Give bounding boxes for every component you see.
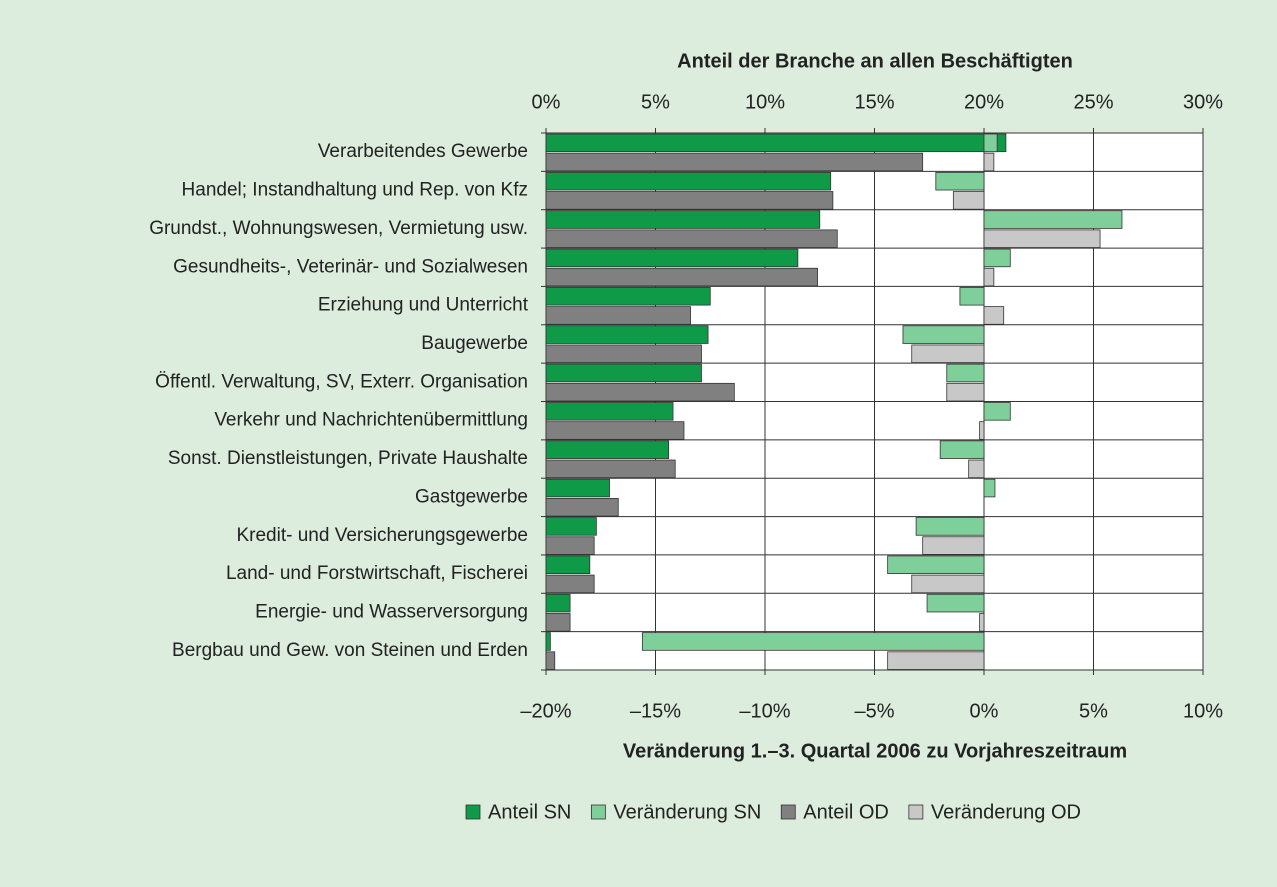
- bar: [922, 536, 985, 555]
- bar: [545, 536, 595, 555]
- bar: [545, 632, 551, 651]
- bar: [952, 191, 985, 210]
- bar: [545, 210, 821, 229]
- y-tick-label: Grundst., Wohnungswesen, Vermietung usw.: [149, 218, 528, 239]
- bar: [545, 248, 799, 268]
- bar: [545, 421, 685, 440]
- x2-tick-label: 5%: [1079, 700, 1108, 722]
- x2-tick-label: –5%: [854, 700, 894, 722]
- y-tick-label: Energie- und Wasserversorgung: [255, 601, 528, 622]
- y-tick-label: Gesundheits-, Veterinär- und Sozialwesen: [173, 256, 528, 277]
- y-tick-label: Erziehung und Unterricht: [318, 295, 529, 316]
- bar: [983, 267, 995, 287]
- bar: [545, 267, 818, 287]
- bar: [545, 574, 595, 594]
- bar: [545, 133, 1007, 153]
- bar: [911, 344, 985, 364]
- bar: [939, 440, 985, 459]
- x2-axis-title: Veränderung 1.–3. Quartal 2006 zu Vorjah…: [623, 740, 1127, 762]
- x2-tick-label: –10%: [739, 700, 790, 722]
- y-tick-label: Verarbeitendes Gewerbe: [318, 141, 528, 162]
- bar: [545, 517, 597, 536]
- x-tick-label: 0%: [532, 91, 561, 113]
- bar: [983, 133, 998, 153]
- y-tick-label: Bergbau und Gew. von Steinen und Erden: [172, 640, 528, 661]
- y-tick-label: Öffentl. Verwaltung, SV, Exterr. Organis…: [155, 371, 528, 392]
- y-tick-label: Gastgewerbe: [415, 486, 528, 507]
- bar: [926, 593, 985, 613]
- bar: [641, 632, 985, 651]
- bar: [545, 555, 591, 575]
- y-tick-label: Baugewerbe: [421, 333, 528, 354]
- bar: [545, 459, 676, 479]
- bar: [887, 651, 985, 670]
- legend-label: Anteil OD: [803, 801, 889, 823]
- y-tick-label: Verkehr und Nachrichtenübermittlung: [214, 410, 528, 431]
- bar: [983, 229, 1101, 248]
- bar: [545, 344, 702, 364]
- x2-tick-label: –20%: [520, 700, 571, 722]
- x-tick-label: 25%: [1073, 91, 1113, 113]
- bar: [545, 152, 924, 172]
- bar: [887, 555, 985, 575]
- x-tick-label: 30%: [1183, 91, 1223, 113]
- bar: [545, 171, 832, 191]
- bar: [545, 440, 670, 459]
- legend-label: Anteil SN: [488, 801, 571, 823]
- legend-swatch: [908, 804, 924, 820]
- legend-swatch: [780, 804, 796, 820]
- bar: [545, 651, 556, 670]
- bar: [946, 363, 985, 383]
- bar: [983, 402, 1011, 421]
- bar: [983, 152, 995, 172]
- x-axis-title: Anteil der Branche an allen Beschäftigte…: [677, 50, 1073, 72]
- bar: [545, 287, 711, 306]
- x-tick-label: 10%: [745, 91, 785, 113]
- bar: [979, 613, 985, 632]
- x2-tick-label: 10%: [1183, 700, 1223, 722]
- bar: [545, 325, 709, 344]
- x-tick-label: 15%: [854, 91, 894, 113]
- bar: [545, 593, 571, 613]
- x-tick-label: 20%: [964, 91, 1004, 113]
- bar: [545, 363, 702, 383]
- x2-tick-label: –15%: [630, 700, 681, 722]
- bar: [959, 287, 985, 306]
- legend-swatch: [590, 804, 606, 820]
- legend-label: Veränderung OD: [931, 801, 1081, 823]
- legend-swatch: [465, 804, 481, 820]
- bar: [979, 421, 985, 440]
- bar: [911, 574, 985, 594]
- bar: [946, 382, 985, 402]
- bar: [983, 478, 996, 498]
- bar: [983, 210, 1123, 229]
- bar: [545, 402, 674, 421]
- bar: [983, 306, 1005, 325]
- y-tick-label: Sonst. Dienstleistungen, Private Haushal…: [168, 448, 528, 469]
- bar: [902, 325, 985, 344]
- x-tick-label: 5%: [641, 91, 670, 113]
- bar: [545, 382, 735, 402]
- bar: [545, 306, 691, 325]
- bar: [983, 248, 1011, 268]
- bar: [915, 517, 985, 536]
- bar: [545, 229, 838, 248]
- y-tick-label: Handel; Instandhaltung und Rep. von Kfz: [182, 180, 528, 201]
- bar: [545, 613, 571, 632]
- bar: [968, 459, 985, 479]
- bar: [935, 171, 985, 191]
- legend-label: Veränderung SN: [613, 801, 761, 823]
- bar: [545, 191, 834, 210]
- bar: [545, 478, 610, 498]
- x2-tick-label: 0%: [970, 700, 999, 722]
- y-tick-label: Kredit- und Versicherungsgewerbe: [236, 525, 528, 546]
- y-tick-label: Land- und Forstwirtschaft, Fischerei: [226, 563, 528, 584]
- bar: [545, 497, 619, 517]
